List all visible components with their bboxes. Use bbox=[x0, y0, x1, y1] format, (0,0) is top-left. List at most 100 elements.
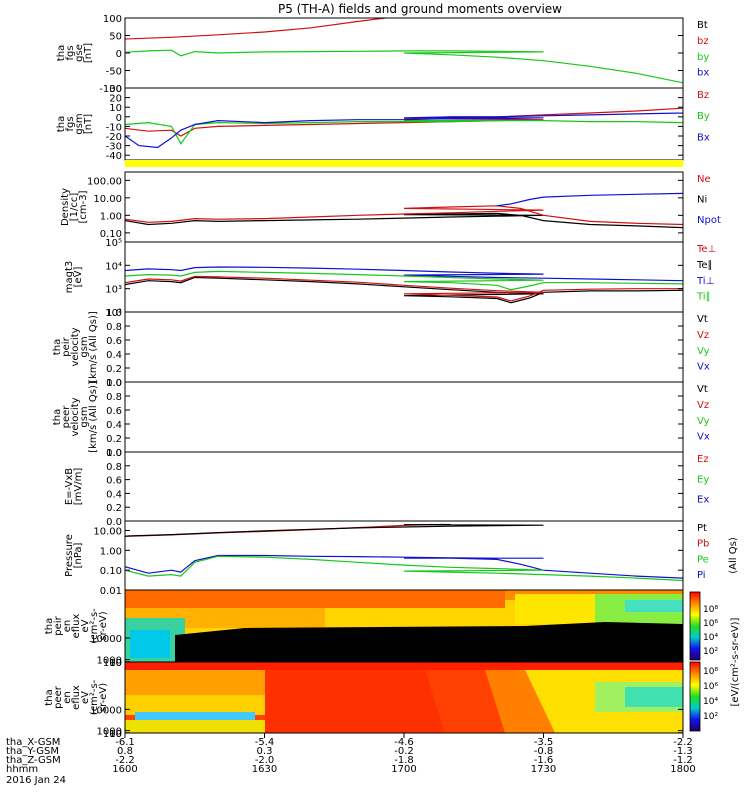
x-axis-block: tha_X-GSM -6.1 -5.4 -4.6 -3.5 -2.2 tha_Y-GSM 0.… bbox=[6, 733, 696, 786]
y-axis-label-line: velocity bbox=[70, 397, 81, 436]
y-axis-label: E=-VxB[mV/m] bbox=[64, 468, 84, 506]
y-axis-label-line: [km/s (All Qs)] bbox=[88, 311, 99, 383]
series-group bbox=[125, 97, 683, 149]
legend-entry-bx: bx bbox=[697, 68, 709, 79]
x-row-value: -0.2 bbox=[394, 746, 414, 757]
ephemeris-bar bbox=[125, 160, 683, 167]
series-group bbox=[125, 523, 683, 587]
y-tick-label: 0.0 bbox=[106, 378, 122, 389]
y-axis-label-line: sr-eV) bbox=[98, 611, 109, 640]
spectrogram-image bbox=[125, 662, 683, 733]
x-row-value: -2.2 bbox=[115, 755, 135, 766]
y-tick-label: 100 bbox=[103, 729, 122, 740]
legend-entry-Ex: Ex bbox=[697, 495, 709, 506]
x-row-value: -1.2 bbox=[673, 755, 693, 766]
y-axis-label-line: (cm²-s- bbox=[89, 679, 100, 715]
legend-entry-Ti⊥: Ti⊥ bbox=[696, 276, 714, 287]
x-row-value: -5.4 bbox=[255, 737, 275, 748]
x-row-value: -1.3 bbox=[673, 746, 693, 757]
legend-entry-Ne: Ne bbox=[697, 174, 711, 185]
y-tick-label: 1.0 bbox=[106, 378, 122, 389]
y-tick-label: 0.8 bbox=[106, 392, 122, 403]
y-tick-label: -100 bbox=[99, 84, 122, 95]
y-axis-label-line: velocity bbox=[70, 327, 81, 366]
y-tick-label: 0.6 bbox=[106, 406, 122, 417]
legend-entry-Pe: Pe bbox=[697, 554, 709, 565]
y-axis-label: thapeerenefluxeV(cm²-s-sr-eV) bbox=[44, 679, 109, 715]
panel-density: 100.00 10.00 1.00 0.10 Density[1/cc][cm-3] Ne… bbox=[60, 171, 721, 243]
x-row-label: tha_Y-GSM bbox=[6, 746, 59, 757]
legend-entry-Vx: Vx bbox=[697, 432, 710, 443]
x-row-value: 0.8 bbox=[117, 746, 133, 757]
x-row-label: tha_X-GSM bbox=[6, 737, 60, 748]
y-tick-label: 0.4 bbox=[106, 420, 122, 431]
y-tick-label: 0 bbox=[116, 49, 122, 60]
y-tick-label: 1.00 bbox=[100, 546, 122, 557]
panel-frame bbox=[124, 171, 684, 243]
y-tick-label: 10000 bbox=[90, 705, 122, 716]
series-line-Pi bbox=[125, 554, 683, 587]
y-axis-label-line: eflux bbox=[71, 614, 82, 639]
series-line-Ni bbox=[125, 212, 683, 236]
y-tick-label: 1.0 bbox=[106, 308, 122, 319]
y-axis-label-line: [mV/m] bbox=[73, 468, 84, 506]
y-axis-label-line: fgs bbox=[65, 45, 76, 60]
colorbar-tick-label: 10² bbox=[703, 647, 718, 657]
y-axis-label-line: gsm bbox=[79, 406, 90, 427]
x-row-value: 1730 bbox=[531, 764, 556, 775]
panel-frame bbox=[124, 311, 684, 383]
x-row-value: -2.2 bbox=[673, 737, 693, 748]
colorbar-tick-label: 10⁶ bbox=[703, 682, 718, 692]
y-tick-label: 10 bbox=[109, 729, 122, 740]
y-axis-label-line: eV bbox=[80, 619, 91, 632]
y-tick-label: 10² bbox=[105, 308, 122, 319]
legend-entry-Vt: Vt bbox=[697, 314, 708, 325]
y-axis-label-line: [eV] bbox=[73, 267, 84, 288]
panel-frame bbox=[124, 520, 684, 591]
y-axis-label-line: peir bbox=[53, 615, 64, 635]
x-row-value: 0.3 bbox=[257, 746, 273, 757]
y-tick-label: 0.2 bbox=[106, 503, 122, 514]
y-tick-label: 0.0 bbox=[106, 517, 122, 528]
y-tick-label: 0.0 bbox=[106, 448, 122, 459]
legend-entry-Ni: Ni bbox=[697, 195, 707, 206]
panel-fgs-gse: 100 50 0 -50 -100 thafgsgse[nT] Bt bz by bx bbox=[56, 14, 709, 95]
y-axis-label: thapeirvelocitygsm[km/s (All Qs)] bbox=[52, 311, 99, 383]
y-axis-label-line: [cm-3] bbox=[78, 190, 89, 223]
panel-temperature: 10⁵ 10⁴ 10³ 10² magt3[eV] Te⊥ Te∥ Ti⊥ Ti∥ bbox=[64, 238, 716, 319]
y-axis-label: thafgsgse[nT] bbox=[56, 43, 94, 63]
colorbar-strip bbox=[689, 661, 701, 732]
legend-entry-Ey: Ey bbox=[697, 474, 709, 485]
colorbar-tick-label: 10⁴ bbox=[703, 697, 718, 707]
y-tick-label: 10⁵ bbox=[105, 238, 122, 249]
legend-entry-Vy: Vy bbox=[697, 346, 710, 357]
y-axis-label-line: E=-VxB bbox=[64, 468, 75, 505]
panel-frame bbox=[124, 451, 684, 522]
y-axis-label: thapeervelocitygsm[km/s (All Qs)] bbox=[52, 381, 99, 453]
y-axis-label-line: tha bbox=[56, 45, 67, 61]
y-tick-label: 0.01 bbox=[100, 586, 122, 597]
y-axis-label-line: fgs bbox=[65, 116, 76, 131]
series-group bbox=[125, 190, 683, 236]
x-row-value: -4.6 bbox=[394, 737, 414, 748]
legend-entry-By: By bbox=[697, 111, 710, 122]
y-tick-label: 100 bbox=[103, 658, 122, 669]
x-row-value: -1.8 bbox=[394, 755, 414, 766]
series-line-Npot bbox=[496, 190, 683, 207]
legend-entry-Vz: Vz bbox=[697, 330, 709, 341]
x-row-value: -1.6 bbox=[534, 755, 554, 766]
y-axis-label-line: en bbox=[62, 620, 73, 633]
panel-frame bbox=[124, 381, 684, 453]
legend-entry-Pt: Pt bbox=[697, 523, 707, 534]
colorbar-strip bbox=[689, 591, 701, 661]
series-group bbox=[125, 18, 683, 84]
y-tick-label: 0 bbox=[116, 113, 122, 124]
series-line-Pe bbox=[125, 555, 683, 587]
panel-efield: 1.0 0.8 0.6 0.4 0.2 0.0 E=-VxB[mV/m] Ez Ey Ex bbox=[64, 448, 709, 528]
y-tick-label: 10000 bbox=[90, 634, 122, 645]
y-tick-label: 0.10 bbox=[100, 229, 122, 240]
y-tick-label: 30 bbox=[109, 84, 122, 95]
y-tick-label: 50 bbox=[109, 32, 122, 43]
